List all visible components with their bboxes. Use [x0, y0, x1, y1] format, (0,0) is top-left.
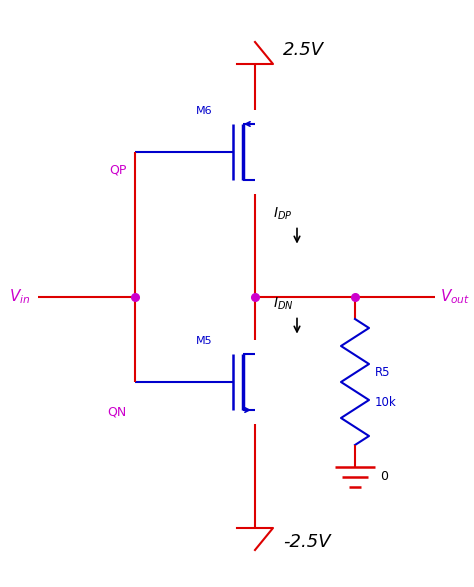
Text: QN: QN	[108, 406, 127, 419]
Text: M5: M5	[196, 336, 213, 346]
Text: $V_{in}$: $V_{in}$	[9, 288, 30, 306]
Text: M6: M6	[196, 106, 213, 116]
Text: $I_{DN}$: $I_{DN}$	[273, 295, 293, 312]
Text: 10k: 10k	[375, 396, 397, 409]
Text: QP: QP	[109, 164, 127, 177]
Text: 2.5V: 2.5V	[283, 41, 324, 59]
Text: -2.5V: -2.5V	[283, 533, 331, 551]
Text: $V_{out}$: $V_{out}$	[440, 288, 470, 306]
Text: $I_{DP}$: $I_{DP}$	[273, 205, 292, 221]
Text: 0: 0	[380, 471, 388, 484]
Text: R5: R5	[375, 366, 391, 379]
